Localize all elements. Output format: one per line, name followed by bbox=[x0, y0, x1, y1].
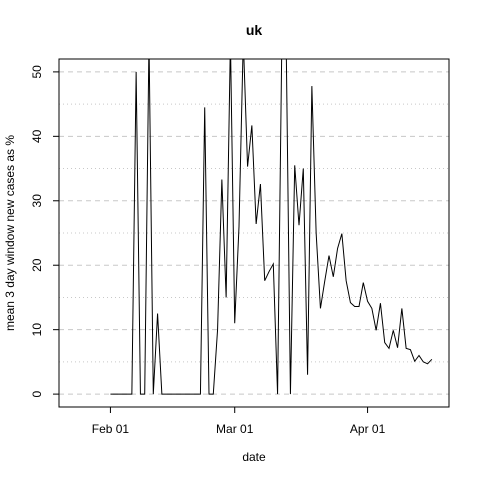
y-tick-label-4: 40 bbox=[30, 129, 44, 143]
series-line-0 bbox=[110, 59, 433, 395]
x-tick-label-2: Apr 01 bbox=[350, 422, 386, 436]
y-tick-label-1: 10 bbox=[30, 323, 44, 337]
grid-layer bbox=[59, 71, 449, 395]
y-tick-label-0: 0 bbox=[30, 390, 44, 397]
y-tick-label-3: 30 bbox=[30, 194, 44, 208]
y-tick-label-2: 20 bbox=[30, 258, 44, 272]
x-axis: Feb 01 Mar 01 Apr 01 bbox=[92, 407, 386, 436]
x-tick-label-1: Mar 01 bbox=[216, 422, 254, 436]
x-tick-label-0: Feb 01 bbox=[92, 422, 130, 436]
y-axis: 0 10 20 30 40 50 bbox=[30, 65, 59, 397]
y-tick-label-5: 50 bbox=[30, 65, 44, 79]
plot-frame bbox=[58, 58, 450, 408]
series-layer bbox=[110, 59, 433, 395]
y-axis-label: mean 3 day window new cases as % bbox=[3, 135, 17, 331]
chart-title: uk bbox=[246, 22, 263, 38]
x-axis-label: date bbox=[242, 450, 266, 464]
